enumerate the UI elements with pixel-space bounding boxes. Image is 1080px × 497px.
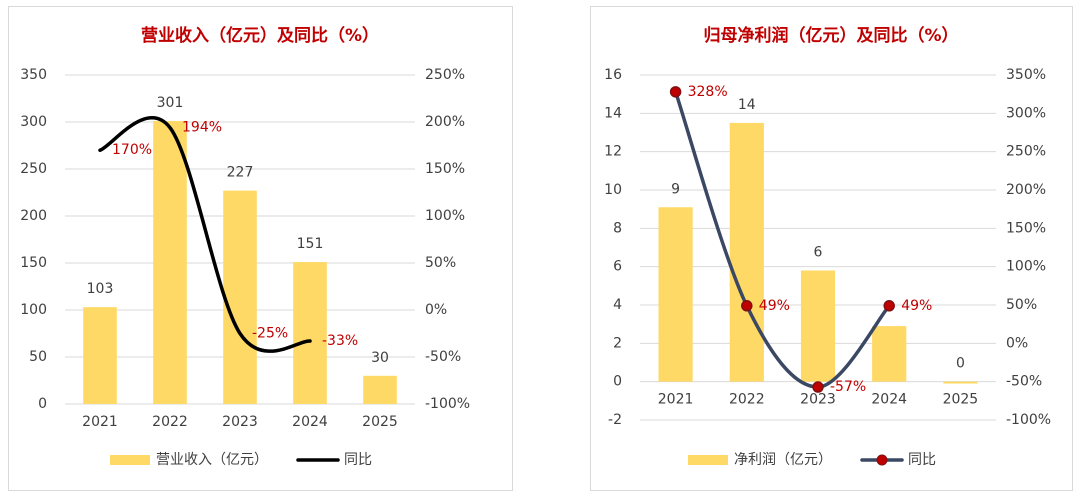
line-value-label: -33%: [322, 333, 358, 349]
y2-tick-label: 50%: [1006, 297, 1037, 313]
line-value-label: 170%: [112, 142, 152, 158]
line-marker: [812, 381, 824, 393]
line: [673, 90, 891, 389]
y-tick-label: 10: [604, 182, 622, 198]
panel: [8, 6, 513, 491]
y-tick-label: 8: [613, 220, 622, 236]
y2-tick-label: 50%: [425, 255, 456, 271]
bar-value-label: 227: [227, 165, 254, 181]
y2-tick-label: 350%: [1006, 67, 1046, 83]
y-tick-label: 0: [38, 396, 47, 412]
y2-tick-label: -50%: [1006, 374, 1042, 390]
y-tick-label: 100: [20, 302, 47, 318]
y2-tick-label: -50%: [425, 349, 461, 365]
y2-tick-label: 250%: [1006, 144, 1046, 160]
y-tick-label: 250: [20, 161, 47, 177]
legend-label: 同比: [908, 452, 936, 468]
x-tick-label: 2023: [800, 392, 836, 408]
y-tick-label: 0: [613, 374, 622, 390]
line-value-label: 328%: [688, 84, 728, 100]
bar: [729, 122, 764, 382]
y-tick-label: -2: [608, 412, 622, 428]
legend-swatch: [110, 455, 150, 465]
y2-tick-label: 100%: [1006, 259, 1046, 275]
bar: [943, 381, 978, 384]
y2-tick-label: 150%: [425, 161, 465, 177]
line-value-label: -57%: [830, 379, 866, 395]
bar-value-label: 151: [297, 236, 324, 252]
y2-tick-label: 100%: [425, 208, 465, 224]
y2-tick-label: -100%: [1006, 412, 1051, 428]
y-tick-label: 12: [604, 144, 622, 160]
line-value-label: -25%: [252, 326, 288, 342]
bar-value-label: 301: [157, 95, 184, 111]
y2-tick-label: 200%: [1006, 182, 1046, 198]
bar: [800, 270, 836, 382]
bar: [153, 121, 187, 404]
x-tick-label: 2025: [943, 392, 979, 408]
chart-title: 营业收入（亿元）及同比（%）: [141, 25, 379, 46]
x-tick-label: 2025: [362, 414, 398, 430]
x-tick-label: 2021: [82, 414, 118, 430]
x-tick-label: 2021: [658, 392, 694, 408]
y2-tick-label: 0%: [425, 302, 447, 318]
y-tick-label: 16: [604, 67, 622, 83]
line: [98, 116, 312, 353]
x-tick-label: 2023: [222, 414, 258, 430]
y-tick-label: 6: [613, 259, 622, 275]
line-marker: [883, 300, 895, 312]
bar: [83, 307, 117, 404]
y-tick-label: 2: [613, 335, 622, 351]
bar-value-label: 103: [87, 281, 114, 297]
y-tick-label: 200: [20, 208, 47, 224]
x-tick-label: 2024: [292, 414, 328, 430]
line-value-label: 49%: [759, 298, 790, 314]
y-tick-label: 14: [604, 105, 622, 121]
bar-value-label: 9: [671, 181, 680, 197]
legend-label: 营业收入（亿元）: [156, 452, 268, 468]
y-tick-label: 300: [20, 114, 47, 130]
bar-value-label: 30: [371, 350, 389, 366]
line-marker: [669, 86, 682, 98]
line-value-label: 194%: [182, 120, 222, 136]
y-tick-label: 50: [29, 349, 47, 365]
bar-value-label: 6: [814, 245, 823, 261]
y2-tick-label: 300%: [1006, 105, 1046, 121]
bar: [223, 190, 257, 404]
legend-label: 同比: [344, 452, 372, 468]
x-tick-label: 2024: [871, 392, 907, 408]
legend-label: 净利润（亿元）: [734, 452, 832, 468]
chart-title: 归母净利润（亿元）及同比（%）: [703, 25, 958, 46]
x-tick-label: 2022: [729, 392, 765, 408]
bar: [363, 375, 397, 404]
y2-tick-label: 0%: [1006, 335, 1028, 351]
y-tick-label: 4: [613, 297, 622, 313]
y2-tick-label: 250%: [425, 67, 465, 83]
bar: [658, 207, 693, 382]
y2-tick-label: 150%: [1006, 220, 1046, 236]
x-tick-label: 2022: [152, 414, 188, 430]
line-value-label: 49%: [901, 298, 932, 314]
y2-tick-label: 200%: [425, 114, 465, 130]
y-tick-label: 150: [20, 255, 47, 271]
line-marker: [741, 300, 753, 312]
bar: [872, 326, 907, 382]
bar: [293, 262, 327, 404]
legend-swatch: [688, 455, 728, 465]
legend-marker: [876, 454, 888, 466]
y-tick-label: 350: [20, 67, 47, 83]
y2-tick-label: -100%: [425, 396, 470, 412]
bar-value-label: 14: [738, 97, 756, 113]
bar-value-label: 0: [956, 356, 965, 372]
